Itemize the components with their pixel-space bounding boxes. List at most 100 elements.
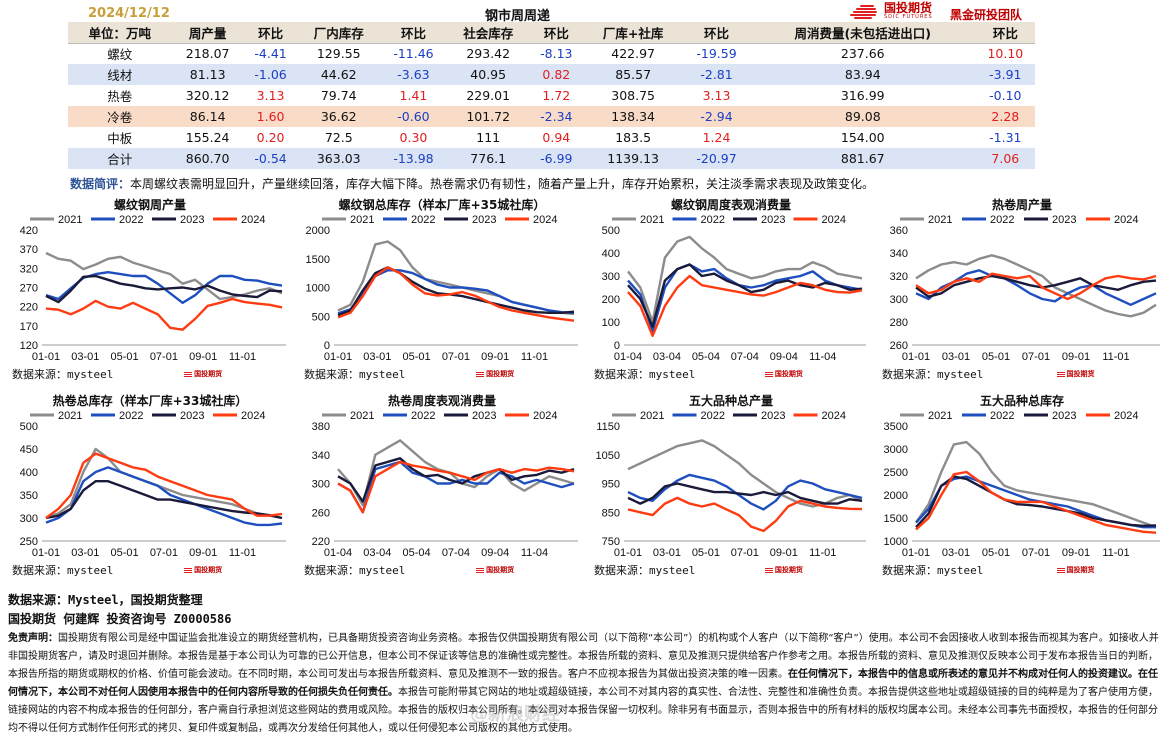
legend-label: 2024 <box>533 214 557 226</box>
chart-legend: 2021 2022 2023 2024 <box>322 214 557 226</box>
table-cell: 320.12 <box>185 88 230 103</box>
table-cell: -4.41 <box>254 46 287 62</box>
line-chart: 热卷周度表观消费量 2021 2022 2023 2024 220 260 300 340 380… <box>300 392 584 588</box>
y-tick-label: 250 <box>20 536 38 548</box>
x-tick-label: 07-01 <box>442 351 470 363</box>
footer-author: 国投期货 何建辉 投资咨询号 Z0000586 <box>8 612 232 626</box>
table-header-cell: 环比 <box>683 22 750 44</box>
y-tick-label: 1000 <box>306 283 330 295</box>
legend-label: 2024 <box>822 410 846 422</box>
disclaimer-tail: 本报告可能附带其它网站的地址或超级链接，本公司不对其内容的真实性、合法性、完整性… <box>8 687 1158 734</box>
table-cell: 422.97 <box>611 46 656 62</box>
legend-label: 2021 <box>58 214 82 226</box>
chart-source: 数据来源：mysteel <box>304 368 406 381</box>
table-cell: 111 <box>476 130 501 145</box>
chart-source: 数据来源：mysteel <box>882 564 984 577</box>
row-label: 合计 <box>68 148 172 169</box>
series-line-2021 <box>45 251 283 301</box>
table-cell: 1.72 <box>542 88 571 103</box>
table-cell: 44.62 <box>297 64 381 85</box>
table-cell: 138.34 <box>583 106 684 127</box>
chart-legend: 2021 2022 2023 2024 <box>900 410 1138 422</box>
series-line-2023 <box>627 482 863 505</box>
x-tick-label: 05-01 <box>403 351 431 363</box>
y-tick-label: 300 <box>20 513 38 525</box>
table-cell: 1.60 <box>243 106 298 127</box>
table-header-cell: 单位：万吨 <box>68 22 172 44</box>
series-line-2024 <box>627 274 863 338</box>
logo-text: 国投期货 <box>486 370 515 378</box>
chart-title: 热卷周度表观消费量 <box>387 394 496 408</box>
legend-label: 2023 <box>472 410 496 422</box>
table-cell: -20.97 <box>683 148 750 169</box>
table-cell: 308.75 <box>611 88 656 103</box>
logo-text: 国投期货 <box>1066 566 1095 574</box>
series-line-2023 <box>45 274 283 304</box>
x-tick-label: 05-01 <box>982 547 1010 559</box>
y-tick-label: 100 <box>602 317 620 329</box>
series-line-2024 <box>915 272 1157 301</box>
x-tick-label: 03-04 <box>653 351 681 363</box>
table-cell: 1.24 <box>702 130 731 145</box>
legend-label: 2021 <box>350 214 374 226</box>
y-tick-label: 260 <box>312 507 330 519</box>
chart-legend: 2021 2022 2023 2024 <box>30 214 265 226</box>
x-tick-label: 11-01 <box>1102 351 1129 363</box>
x-tick-label: 11-04 <box>521 547 548 559</box>
legend-label: 2023 <box>1052 410 1076 422</box>
legend-label: 2021 <box>58 410 82 422</box>
table-row: 合计 860.70 -0.54 363.03 -13.98 776.1 -6.99 1139.… <box>68 148 1035 169</box>
line-chart: 螺纹钢周产量 2021 2022 2023 2024 120 170 220 270 320 370… <box>8 196 292 392</box>
page-title: 钢市周周递 <box>484 9 550 24</box>
y-tick-label: 750 <box>602 536 620 548</box>
chart-plot: 2021 2022 2023 2024 0 500 1000 1500 2000 01-01 03-… <box>306 214 578 363</box>
chart-title: 五大品种总产量 <box>688 394 773 408</box>
legend-label: 2022 <box>990 214 1014 226</box>
logo-text: 国投期货 <box>194 566 223 574</box>
x-tick-label: 07-01 <box>731 547 759 559</box>
table-cell: -13.98 <box>380 148 447 169</box>
table-cell: -6.99 <box>529 148 584 169</box>
table-header-cell: 环比 <box>243 22 298 44</box>
x-tick-label: 05-01 <box>982 351 1010 363</box>
y-tick-label: 320 <box>20 263 38 275</box>
x-tick-label: 01-01 <box>324 351 352 363</box>
table-row: 线材 81.13 -1.06 44.62 -3.63 40.95 0.82 85.57 -2.8… <box>68 64 1035 85</box>
row-label: 中板 <box>107 131 133 146</box>
x-tick-label: 01-01 <box>32 351 60 363</box>
y-tick-label: 500 <box>20 421 38 433</box>
legend-label: 2024 <box>1114 214 1138 226</box>
y-tick-label: 2000 <box>884 490 908 502</box>
chart-logo: 国投期货 <box>1056 565 1095 575</box>
y-tick-label: 420 <box>20 225 38 237</box>
brand-mark-icon <box>184 567 193 573</box>
table-row: 热卷 320.12 3.13 79.74 1.41 229.01 1.72 308.75 3.1… <box>68 85 1035 106</box>
y-tick-label: 1000 <box>884 536 908 548</box>
table-cell: 881.67 <box>749 148 976 169</box>
chart-title: 五大品种总库存 <box>979 394 1064 408</box>
chart-source: 数据来源：mysteel <box>12 564 114 577</box>
table-cell: 0.82 <box>529 64 584 85</box>
y-tick-label: 170 <box>20 321 38 333</box>
chart-logo: 国投期货 <box>1056 369 1095 379</box>
x-tick-label: 01-01 <box>614 547 642 559</box>
table-cell: 2.28 <box>975 106 1035 127</box>
chart-source: 数据来源：mysteel <box>882 368 984 381</box>
chart-plot: 2021 2022 2023 2024 260 280 300 320 340 360 01-01 0… <box>890 214 1160 363</box>
summary-text: 本周螺纹表需明显回升，产量继续回落，库存大幅下降。热卷需求仍有韧性，随着产量上升… <box>130 177 875 191</box>
series-line-2023 <box>627 263 863 328</box>
table-cell: -2.81 <box>683 64 750 85</box>
series-line-2021 <box>627 235 863 324</box>
steel-weekly-table: 单位：万吨 周产量 环比 厂内库存 环比 社会库存 环比 厂库+社库 环比 周消费量(未包括进出口… <box>68 22 1035 169</box>
table-cell: -2.34 <box>529 106 584 127</box>
x-tick-label: 09-01 <box>481 351 509 363</box>
table-cell: 0.20 <box>256 130 285 145</box>
x-tick-label: 11-04 <box>809 351 836 363</box>
chart-title: 热卷总库存（样本厂库+33城社库） <box>52 394 248 408</box>
series-line-2021 <box>915 440 1157 529</box>
table-cell: 237.66 <box>840 46 885 62</box>
table-cell: 229.01 <box>466 88 511 103</box>
logo-text: 国投期货 <box>1066 370 1095 378</box>
table-cell: -2.94 <box>683 106 750 127</box>
legend-label: 2023 <box>1052 214 1076 226</box>
